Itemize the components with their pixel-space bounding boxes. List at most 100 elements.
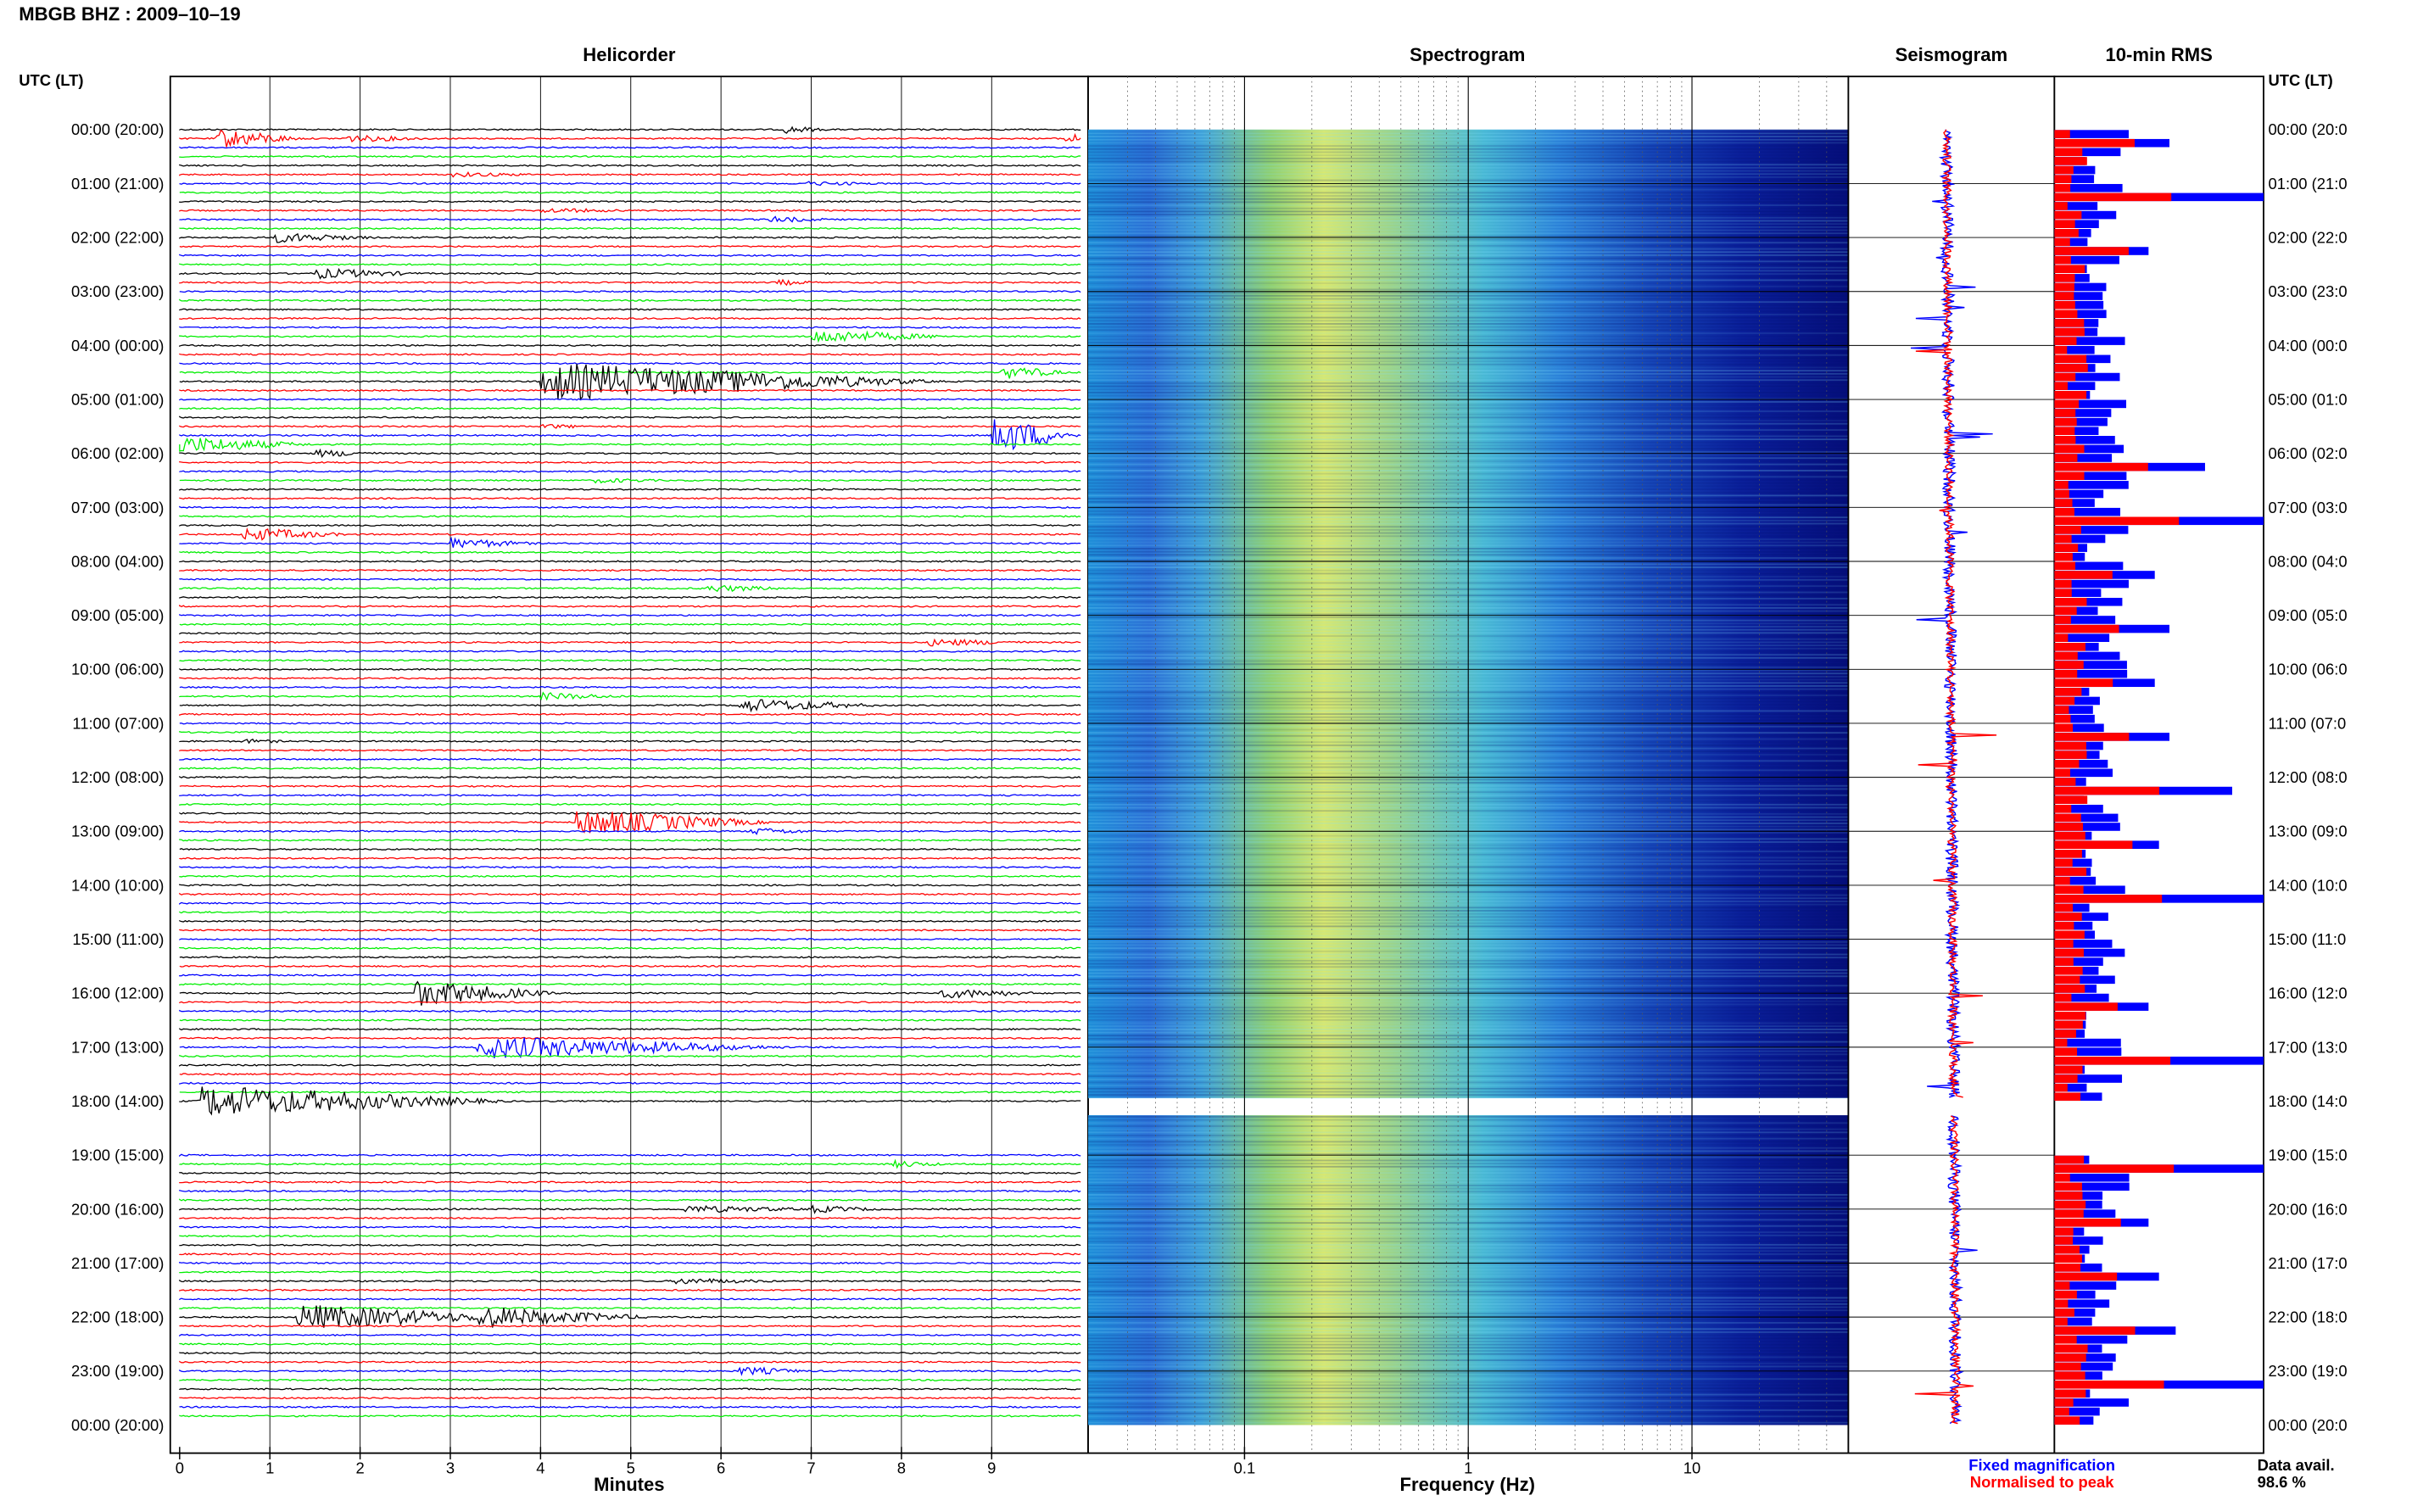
time-label-left: 15:00 (11:00) [72,930,164,948]
rms-normalised-bar [2054,948,2084,957]
rms-fixed-bar [2054,948,2125,957]
time-label-left: 11:00 (07:00) [72,714,164,732]
helicorder-trace [179,1378,1081,1381]
time-label-right: 13:00 (09:0 [2269,823,2348,840]
helicorder-trace [179,1270,1081,1274]
rms-normalised-bar [2054,1236,2074,1245]
helicorder-grid [269,76,992,1453]
x-tick-label: 9 [987,1459,996,1477]
helicorder-trace [179,353,1081,356]
rms-fixed-bar [2054,454,2113,462]
time-label-right: 15:00 (11:0 [2269,930,2347,948]
rms-fixed-bar [2054,561,2124,571]
rms-fixed-bar [2054,292,2103,300]
helicorder-trace [179,1073,1081,1076]
rms-normalised-bar [2054,1155,2085,1164]
rms-normalised-bar [2054,895,2163,903]
rms-fixed-bar [2054,823,2120,831]
helicorder-trace [179,154,1081,159]
rms-normalised-bar [2054,1290,2077,1299]
helicorder-trace [179,1153,1081,1158]
helicorder-trace [179,181,1081,187]
helicorder-trace [179,1243,1081,1247]
helicorder-trace [179,1360,1081,1364]
time-label-left: 20:00 (16:00) [71,1200,164,1218]
time-label-left: 01:00 (21:00) [71,175,164,192]
rms-normalised-bar [2054,768,2070,778]
spectrogram-grid [1088,76,1849,1453]
rms-fixed-bar [2054,1299,2110,1308]
rms-normalised-bar [2054,220,2075,228]
helicorder-trace [179,527,1081,541]
rms-fixed-bar [2054,345,2095,354]
helicorder-trace [179,919,1081,923]
helicorder-trace [179,911,1081,914]
time-label-right: 11:00 (07:0 [2269,714,2347,732]
helicorder-trace [179,208,1081,214]
rms-fixed-bar [2054,499,2095,507]
helicorder-trace [179,524,1081,527]
rms-normalised-bar [2054,1299,2069,1308]
rms-fixed-bar [2054,714,2095,723]
rms-normalised-bar [2054,417,2077,427]
rms-normalised-bar [2054,858,2073,868]
helicorder-trace [179,1037,1081,1059]
rms-normalised-bar [2054,1065,2083,1074]
rms-fixed-bar [2054,409,2112,417]
helicorder-trace [179,983,1081,986]
rms-normalised-bar [2054,192,2172,202]
rms-fixed-bar [2054,255,2119,265]
time-label-right: 01:00 (21:0 [2269,175,2348,192]
rms-normalised-bar [2054,1389,2086,1398]
rms-normalised-bar [2054,723,2074,733]
rms-normalised-bar [2054,210,2082,220]
time-label-right: 02:00 (22:0 [2269,229,2348,247]
helicorder-trace [179,1081,1081,1085]
rms-normalised-bar [2054,337,2077,345]
rms-normalised-bar [2054,688,2082,696]
helicorder-traces [179,126,1081,1418]
rms-normalised-bar [2054,255,2071,265]
legend-normalised-to-peak: Normalised to peak [1970,1473,2114,1491]
helicorder-trace [179,1405,1081,1409]
helicorder-trace [179,738,1081,745]
helicorder-panel: 0 1 2 3 4 5 6 7 8 9 Minutes [169,75,1089,1495]
helicorder-trace [179,361,1081,365]
rms-normalised-bar [2054,1353,2086,1362]
time-label-left: 06:00 (02:00) [71,444,164,462]
helicorder-trace [179,901,1081,905]
x-tick-label: 2 [355,1459,364,1477]
rms-normalised-bar [2054,1209,2084,1218]
rms-fixed-bar [2054,957,2103,966]
spectrogram-title: Spectrogram [1410,44,1525,65]
rms-fixed-bar [2054,768,2113,778]
rms-normalised-bar [2054,1173,2070,1182]
rms-fixed-bar [2054,526,2129,534]
rms-fixed-bar [2054,858,2092,868]
helicorder-trace [179,278,1081,287]
rms-normalised-bar [2054,597,2087,606]
helicorder-trace [179,1342,1081,1346]
helicorder-trace [179,497,1081,500]
rms-fixed-bar [2054,579,2129,589]
rms-fixed-bar [2054,1083,2087,1092]
x-tick-label: 0 [176,1459,184,1477]
rms-normalised-bar [2054,1200,2086,1209]
helicorder-trace [179,171,1081,178]
helicorder-trace [179,1028,1081,1031]
rms-fixed-bar [2054,444,2124,454]
helicorder-trace [179,839,1081,842]
rms-normalised-bar [2054,606,2077,616]
helicorder-trace [179,659,1081,662]
x-tick-label: 7 [807,1459,815,1477]
time-label-right: 10:00 (06:0 [2269,661,2348,678]
seismogram-traces [1848,129,2055,1425]
helicorder-trace [179,584,1081,593]
rms-fixed-bar [2054,1038,2121,1047]
rms-normalised-bar [2054,957,2074,966]
rms-fixed-bar [2054,813,2119,823]
rms-fixed-bar [2054,669,2128,678]
helicorder-trace [179,1063,1081,1067]
rms-normalised-bar [2054,1011,2086,1020]
time-label-right: 08:00 (04:0 [2269,552,2348,570]
